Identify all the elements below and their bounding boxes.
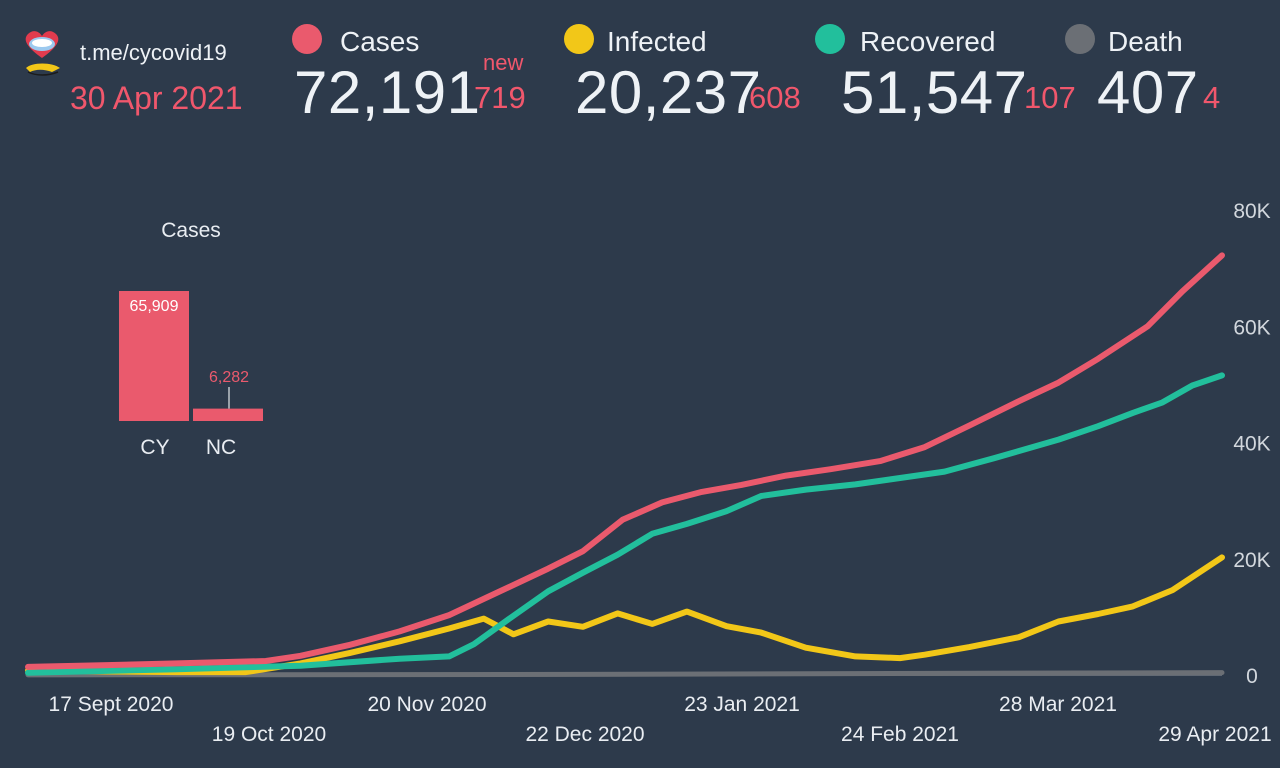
bar-cy bbox=[119, 291, 189, 421]
cases-legend-dot bbox=[292, 24, 322, 54]
channel-link[interactable]: t.me/cycovid19 bbox=[80, 40, 227, 65]
new-tag: new bbox=[483, 50, 524, 75]
bar-category-label: NC bbox=[206, 436, 236, 459]
bar-value-label: 6,282 bbox=[209, 369, 249, 386]
x-tick-label: 29 Apr 2021 bbox=[1158, 723, 1271, 746]
x-tick-label: 24 Feb 2021 bbox=[841, 723, 959, 746]
report-date: 30 Apr 2021 bbox=[70, 80, 243, 116]
bar-nc bbox=[193, 408, 263, 421]
cases-new: 719 bbox=[474, 80, 526, 115]
series-line-cases bbox=[25, 252, 1225, 670]
cyprus-heart-logo-icon bbox=[22, 28, 62, 82]
y-tick-label: 40K bbox=[1233, 433, 1270, 456]
x-tick-label: 23 Jan 2021 bbox=[684, 693, 800, 716]
series-line-infected bbox=[25, 554, 1225, 676]
infected-new: 608 bbox=[749, 80, 801, 115]
recovered-new: 107 bbox=[1024, 80, 1076, 115]
x-tick-label: 20 Nov 2020 bbox=[367, 693, 486, 716]
y-tick-label: 0 bbox=[1246, 665, 1258, 688]
line-chart: 80K 60K 40K 20K 0 17 Sept 2020 19 Oct 2020 20 N… bbox=[25, 200, 1272, 746]
cases-label: Cases bbox=[340, 26, 420, 57]
bar-category-label: CY bbox=[140, 436, 169, 459]
x-tick-label: 22 Dec 2020 bbox=[525, 723, 644, 746]
death-new: 4 bbox=[1203, 80, 1221, 115]
x-tick-label: 19 Oct 2020 bbox=[212, 723, 326, 746]
y-tick-label: 60K bbox=[1233, 316, 1270, 339]
y-tick-label: 80K bbox=[1233, 200, 1270, 223]
cases-total: 72,191 bbox=[294, 59, 481, 126]
infected-legend-dot bbox=[564, 24, 594, 54]
cases-bar-chart: Cases CY 65,909 NC 6,282 bbox=[119, 219, 263, 459]
death-total: 407 bbox=[1097, 59, 1199, 126]
death-label: Death bbox=[1108, 26, 1183, 57]
recovered-total: 51,547 bbox=[841, 59, 1028, 126]
bar-chart-title: Cases bbox=[161, 219, 221, 242]
series-line-recovered bbox=[25, 372, 1225, 676]
recovered-label: Recovered bbox=[860, 26, 996, 57]
x-tick-label: 17 Sept 2020 bbox=[49, 693, 174, 716]
y-tick-label: 20K bbox=[1233, 549, 1270, 572]
recovered-legend-dot bbox=[815, 24, 845, 54]
death-legend-dot bbox=[1065, 24, 1095, 54]
infected-label: Infected bbox=[607, 26, 707, 57]
bar-value-label: 65,909 bbox=[130, 298, 179, 315]
infected-total: 20,237 bbox=[575, 59, 762, 126]
x-tick-label: 28 Mar 2021 bbox=[999, 693, 1117, 716]
